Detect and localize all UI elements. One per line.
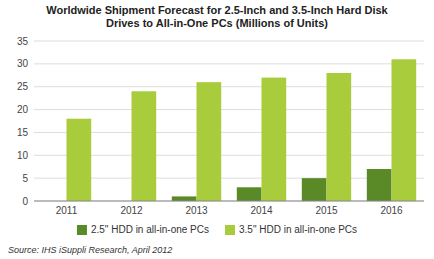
- bar: [197, 82, 222, 201]
- title: Worldwide Shipment Forecast for 2.5-Inch…: [46, 4, 388, 29]
- grid: [34, 41, 424, 201]
- legend-item: 3.5" HDD in all-in-one PCs: [225, 224, 357, 235]
- chart-root: Worldwide Shipment Forecast for 2.5-Inch…: [0, 0, 434, 259]
- title-line: Drives to All-in-One PCs (Millions of Un…: [106, 17, 328, 29]
- x-axis-line: [34, 201, 424, 202]
- x-tick-label: 2013: [185, 205, 208, 216]
- y-tick-label: 15: [17, 127, 29, 138]
- legend-swatch: [77, 225, 87, 235]
- x-tick-label: 2016: [380, 205, 403, 216]
- grid-line: [34, 41, 424, 42]
- bar: [132, 91, 157, 201]
- x-tick-label: 2011: [56, 205, 78, 216]
- bar: [237, 187, 262, 201]
- grid-line: [34, 86, 424, 87]
- legend-item: 2.5" HDD in all-in-one PCs: [77, 224, 209, 235]
- bar: [67, 119, 92, 201]
- y-tick-label: 5: [22, 173, 28, 184]
- annotation: Source: IHS iSuppli Research, April 2012: [8, 245, 172, 255]
- y-tick-label: 0: [22, 196, 28, 207]
- grid-line: [34, 155, 424, 156]
- grid-line: [34, 63, 424, 64]
- y-tick-label: 25: [17, 81, 29, 92]
- y-tick-label: 20: [17, 104, 29, 115]
- x-tick-label: 2015: [315, 205, 338, 216]
- bar: [302, 178, 327, 201]
- bar: [367, 169, 392, 201]
- grid-line: [34, 178, 424, 179]
- legend-swatch: [225, 225, 235, 235]
- y-tick-label: 35: [17, 36, 29, 47]
- y-tick-label: 30: [17, 58, 29, 69]
- grid-line: [34, 201, 424, 202]
- grid-line: [34, 109, 424, 110]
- bars: [67, 59, 417, 201]
- legend-label: 2.5" HDD in all-in-one PCs: [91, 224, 209, 235]
- bar: [327, 73, 352, 201]
- title-line: Worldwide Shipment Forecast for 2.5-Inch…: [46, 4, 388, 16]
- y-tick-label: 10: [17, 150, 29, 161]
- legend-label: 3.5" HDD in all-in-one PCs: [239, 224, 357, 235]
- x-tick-label: 2012: [120, 205, 143, 216]
- bar: [392, 59, 417, 201]
- grid-line: [34, 132, 424, 133]
- x-tick-label: 2014: [250, 205, 273, 216]
- legend: 2.5" HDD in all-in-one PCs 3.5" HDD in al…: [77, 224, 357, 235]
- bar: [172, 196, 197, 201]
- bar: [262, 78, 287, 201]
